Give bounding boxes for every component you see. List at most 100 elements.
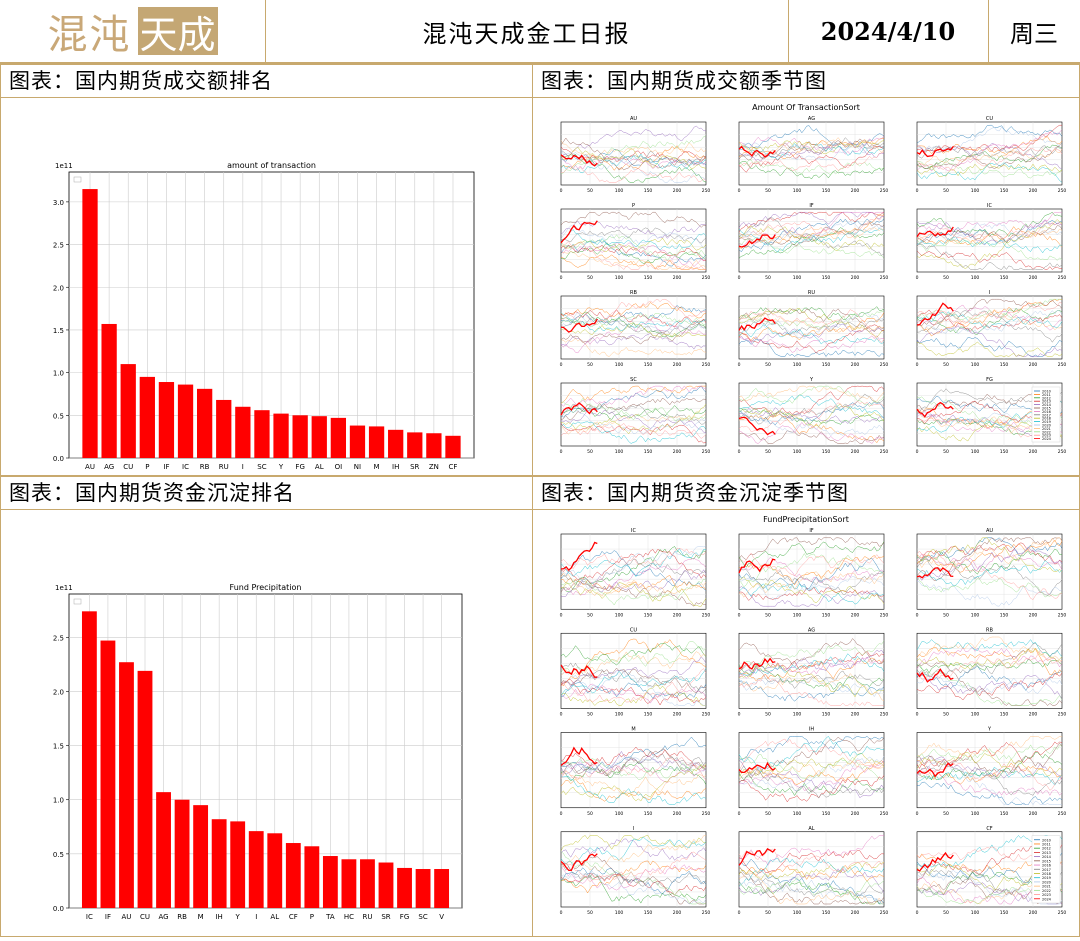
series-line: [738, 877, 885, 898]
legend-label: 2023: [1042, 434, 1051, 438]
panel-fund-seasonal: 图表：国内期货资金沉淀季节图 FundPrecipitationSort IC 0 5…: [532, 476, 1080, 937]
xtick-label: 0: [916, 712, 919, 718]
xtick-label: 250: [1058, 362, 1067, 368]
series-line: [560, 557, 707, 596]
subplot-title: IC: [987, 203, 992, 209]
xtick-label: 150: [822, 712, 831, 718]
xtick-label: 150: [644, 188, 653, 194]
series-line: [916, 766, 1063, 796]
xtick-label: 150: [822, 362, 831, 368]
series-line: [738, 215, 885, 240]
series-line-current: [916, 567, 954, 579]
series-line: [560, 755, 707, 777]
series-line: [560, 838, 707, 861]
xtick-label: 100: [793, 712, 802, 718]
series-line: [738, 680, 885, 702]
bar: [360, 859, 375, 908]
xtick-label: 200: [851, 712, 860, 718]
xtick-label: 150: [822, 811, 831, 817]
series-line: [916, 537, 1063, 563]
series-line: [916, 537, 1063, 572]
series-line: [560, 753, 707, 777]
xtick-label: 50: [587, 712, 593, 718]
series-line: [560, 668, 707, 696]
series-line: [916, 539, 1063, 573]
series-line-current: [738, 317, 776, 332]
legend-label: 2020: [1042, 424, 1051, 428]
series-line: [916, 542, 1063, 565]
series-line: [916, 744, 1063, 762]
subplot-frame: [738, 632, 885, 709]
series-line: [560, 775, 707, 805]
xtick-label: 200: [673, 910, 682, 916]
series-line: [738, 638, 885, 666]
series-line: [560, 220, 707, 239]
xtick-label: 50: [587, 910, 593, 916]
xtick-label: 100: [971, 910, 980, 916]
legend-label: 2014: [1042, 403, 1052, 407]
series-line: [916, 148, 1063, 171]
xtick-label: AL: [270, 913, 279, 921]
series-line: [738, 552, 885, 577]
xtick-label: 100: [793, 811, 802, 817]
series-line: [738, 571, 885, 598]
xtick-label: 100: [971, 362, 980, 368]
series-line: [560, 312, 707, 334]
series-line: [738, 385, 885, 408]
series-line: [560, 146, 707, 169]
xtick-label: 150: [822, 612, 831, 618]
series-line: [561, 166, 707, 183]
series-line: [916, 576, 1063, 598]
series-line: [738, 217, 885, 256]
legend-label: 2012: [1042, 847, 1051, 851]
bar: [292, 415, 308, 458]
bar: [388, 429, 404, 458]
xtick-label: 0: [738, 188, 741, 194]
xtick-label: 250: [702, 188, 711, 194]
legend-label: 2015: [1042, 407, 1051, 411]
bar: [196, 388, 213, 458]
series-line: [916, 298, 1063, 327]
subplot-title: AU: [630, 116, 637, 122]
xtick-label: RU: [219, 463, 229, 471]
company-logo: 混沌 天成: [0, 0, 266, 62]
series-line: [916, 649, 1063, 680]
legend-box: [73, 598, 82, 605]
series-line-current: [560, 746, 598, 767]
series-line: [738, 394, 885, 419]
series-line: [738, 872, 885, 905]
legend-label: 2021: [1042, 427, 1051, 431]
legend-label: 2019: [1042, 876, 1051, 880]
legend-label: 2024: [1042, 437, 1052, 441]
series-line-current: [916, 668, 954, 683]
xtick-label: 0: [916, 910, 919, 916]
logo-glyph-1: 混沌: [47, 12, 132, 58]
fund-ranking-chart: Fund Precipitation 1e11 0.0 0.5 1.0 1.5 2.0 2.5…: [53, 583, 463, 921]
xtick-label: 50: [943, 188, 949, 194]
series-line: [916, 298, 1062, 321]
series-line: [916, 548, 1063, 575]
xtick-label: 100: [971, 275, 980, 281]
series-line: [738, 413, 885, 444]
subplot-title: AG: [808, 116, 815, 122]
xtick-label: 0: [560, 275, 563, 281]
xtick-label: 50: [943, 362, 949, 368]
series-line: [916, 759, 1062, 806]
series-line: [916, 162, 1063, 183]
bar: [193, 805, 209, 908]
series-line: [916, 550, 1063, 600]
series-line: [560, 405, 707, 420]
series-line: [738, 407, 884, 425]
subplot-title: CU: [630, 627, 637, 633]
series-line: [560, 641, 707, 674]
subplot-frame: [916, 533, 1063, 610]
xtick-label: 250: [702, 449, 711, 455]
xtick-label: OI: [335, 463, 343, 471]
series-line: [560, 681, 707, 699]
panel-transaction-ranking: 图表：国内期货成交额排名 amount of transaction 1e11 0.…: [0, 64, 533, 476]
series-line-current: [560, 318, 598, 333]
series-line: [560, 140, 707, 159]
xtick-label: IC: [86, 913, 93, 921]
xtick-label: 250: [880, 811, 889, 817]
series-line: [738, 159, 885, 176]
